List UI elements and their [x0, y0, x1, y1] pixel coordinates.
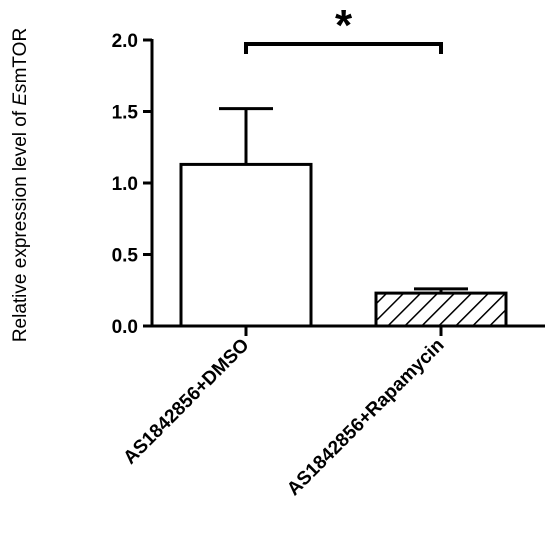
bar-2: [374, 291, 508, 328]
significance-star: *: [335, 1, 353, 50]
bar-1: [179, 162, 313, 328]
error-bars: [219, 107, 468, 336]
bars: [179, 162, 508, 328]
y-tick-label: 2.0: [112, 31, 138, 52]
x-category-labels: AS1842856+DMSO AS1842856+Rapamycin: [120, 335, 449, 500]
y-axis-title-suffix: mTOR: [10, 28, 31, 84]
y-tick-label: 0.0: [112, 317, 138, 338]
y-axis-title-prefix: Relative expression level of: [10, 106, 31, 343]
significance-annotation: *: [244, 1, 443, 54]
y-tick-label: 1.5: [112, 103, 139, 124]
x-category-label: AS1842856+Rapamycin: [283, 335, 448, 500]
significance-bracket: [244, 42, 443, 54]
x-category-label: AS1842856+DMSO: [120, 335, 254, 469]
y-axis-title: Relative expression level of EsmTOR: [10, 28, 31, 342]
y-ticks: 0.0 0.5 1.0 1.5 2.0: [112, 31, 152, 338]
y-tick-label: 1.0: [112, 174, 138, 195]
y-tick-label: 0.5: [112, 246, 139, 267]
y-axis-title-italic: Es: [10, 83, 31, 106]
